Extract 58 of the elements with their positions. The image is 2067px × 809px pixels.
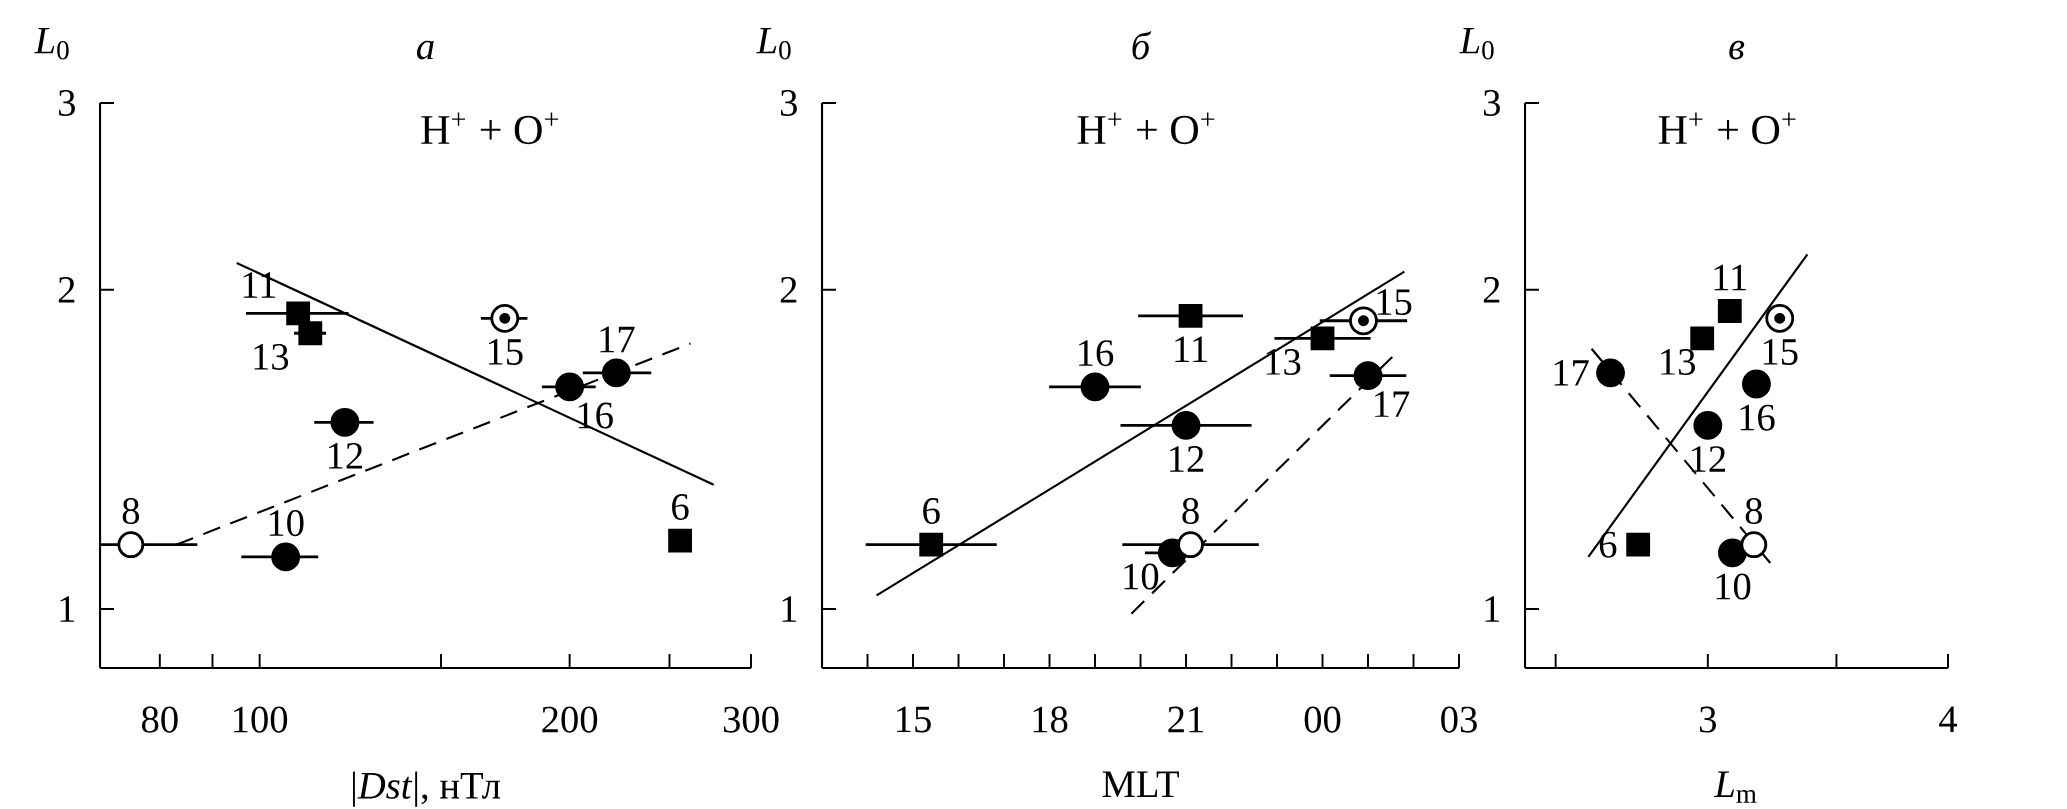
annotation: 8 (122, 497, 140, 525)
annotation: H$^{+}$ + O$^{+}$ (421, 112, 559, 145)
annotation: 17 (1554, 360, 1589, 386)
y-tick-label: 3 (1483, 90, 1500, 116)
x-tick-label: 3 (1700, 706, 1716, 733)
annotation: 15 (488, 339, 523, 365)
y-tick-label: 1 (782, 596, 797, 622)
chart-title: а (417, 40, 434, 60)
x-tick-label: 18 (1033, 706, 1068, 733)
annotation: 13 (1266, 349, 1301, 376)
annotation: 10 (1124, 563, 1159, 590)
y-tick-label: 2 (58, 277, 75, 303)
annotation: 10 (269, 510, 304, 537)
annotation: 8 (1182, 497, 1199, 525)
annotation: 13 (254, 343, 289, 370)
annotation: 17 (1375, 391, 1410, 417)
y-tick-label: 1 (60, 596, 75, 622)
y-tick-label: 3 (780, 90, 797, 116)
x-tick-label: 80 (141, 706, 178, 733)
chart-title: б (1132, 31, 1152, 60)
y-axis-title: L$_{0}$ (34, 28, 69, 60)
annotation: 11 (243, 272, 276, 298)
annotation: 10 (1716, 573, 1751, 600)
annotation: 15 (1377, 289, 1412, 316)
y-axis-title: L$_{0}$ (1459, 28, 1494, 60)
x-tick-label: 21 (1168, 706, 1203, 733)
annotation: 11 (1175, 336, 1207, 363)
x-tick-label: 100 (234, 706, 288, 733)
x-tick-label: 00 (1304, 706, 1341, 733)
y-axis-title: L$_{0}$ (756, 28, 791, 60)
y-tick-label: 3 (58, 90, 75, 116)
y-tick-label: 2 (1483, 277, 1500, 303)
chart-title: в (1729, 40, 1745, 60)
x-axis-title: L$_{m}$ (1713, 771, 1757, 803)
annotation: 6 (672, 494, 689, 521)
y-tick-label: 1 (1485, 596, 1500, 622)
y-tick-label: 2 (780, 277, 797, 303)
annotation: 12 (328, 443, 363, 469)
annotation: H$^{+}$ + O$^{+}$ (1077, 112, 1215, 145)
x-tick-label: 15 (897, 706, 931, 733)
annotation: 16 (1079, 340, 1114, 367)
x-tick-label: 03 (1441, 706, 1477, 733)
x-tick-label: 200 (542, 706, 598, 733)
annotation: 12 (1170, 446, 1204, 472)
annotation: 16 (1740, 404, 1775, 431)
annotation: H$^{+}$ + O$^{+}$ (1658, 112, 1796, 145)
x-tick-label: 300 (723, 706, 779, 733)
x-axis-title: MLT (1102, 771, 1179, 797)
x-tick-label: 4 (1939, 706, 1958, 733)
annotation: 15 (1763, 339, 1798, 365)
annotation: 12 (1691, 446, 1726, 472)
annotation: 17 (600, 326, 635, 353)
annotation: 6 (923, 498, 940, 525)
annotation: 16 (578, 402, 613, 429)
annotation: 11 (1714, 264, 1747, 291)
x-axis-title: |Dst|, нТл (352, 771, 501, 807)
annotation: 13 (1661, 349, 1695, 376)
annotation: 8 (1745, 497, 1763, 525)
